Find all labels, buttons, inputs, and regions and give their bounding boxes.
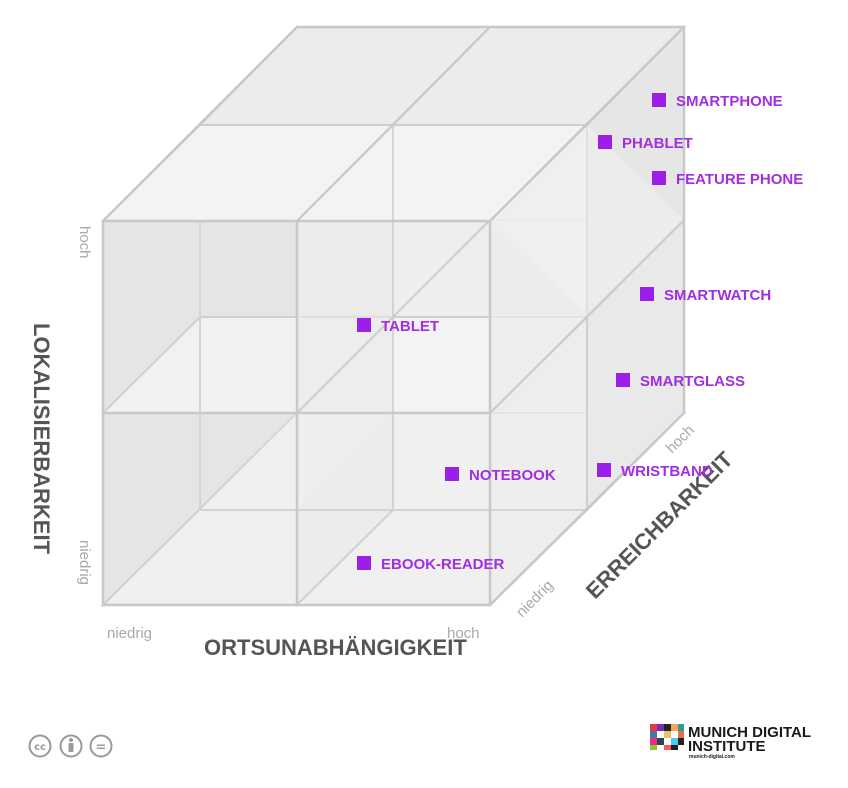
device-marker [597, 463, 611, 477]
device-item: PHABLET [598, 135, 693, 152]
device-marker [357, 556, 371, 570]
device-marker [652, 171, 666, 185]
logo-line1: MUNICH DIGITAL [688, 724, 811, 741]
depth-axis-low: niedrig [513, 577, 557, 621]
horizontal-axis-title: ORTSUNABHÄNGIGKEIT [204, 635, 467, 660]
device-label: PHABLET [622, 135, 693, 152]
device-label: SMARTPHONE [676, 93, 783, 110]
device-marker [616, 373, 630, 387]
device-marker [652, 93, 666, 107]
nd-icon: = [89, 734, 113, 758]
device-markers: SMARTPHONE PHABLET FEATURE PHONE SMARTWATCH… [357, 93, 803, 573]
device-item: TABLET [357, 318, 439, 335]
device-marker [598, 135, 612, 149]
device-label: FEATURE PHONE [676, 171, 803, 188]
cc-icon: cc [28, 734, 52, 758]
device-label: WRISTBAND [621, 463, 713, 480]
by-icon [59, 734, 83, 758]
device-item: SMARTGLASS [616, 373, 745, 390]
logo-mosaic-icon [650, 724, 684, 750]
horizontal-axis-high: hoch [447, 625, 480, 642]
device-marker [445, 467, 459, 481]
vertical-axis-low: niedrig [76, 540, 93, 585]
device-item: EBOOK-READER [357, 556, 505, 573]
device-item: SMARTWATCH [640, 287, 771, 304]
cc-icon-text: cc [34, 742, 46, 753]
device-item: FEATURE PHONE [652, 171, 803, 188]
cube-front [101, 25, 686, 607]
device-label: SMARTWATCH [664, 287, 771, 304]
nd-icon-text: = [96, 740, 107, 755]
device-item: NOTEBOOK [445, 467, 556, 484]
device-marker [357, 318, 371, 332]
device-label: EBOOK-READER [381, 556, 505, 573]
device-label: NOTEBOOK [469, 467, 556, 484]
device-label: TABLET [381, 318, 439, 335]
vertical-axis-title: LOKALISIERBARKEIT [29, 323, 54, 555]
device-item: WRISTBAND [597, 463, 713, 480]
device-label: SMARTGLASS [640, 373, 745, 390]
logo-line2: INSTITUTE [688, 738, 766, 755]
vertical-axis-high: hoch [76, 226, 93, 259]
license-icons: cc = [28, 734, 113, 758]
device-item: SMARTPHONE [652, 93, 783, 110]
logo-url: munich-digital.com [689, 754, 735, 760]
horizontal-axis-low: niedrig [107, 625, 152, 642]
device-marker [640, 287, 654, 301]
munich-digital-institute-logo: MUNICH DIGITAL INSTITUTE munich-digital.… [650, 724, 811, 760]
